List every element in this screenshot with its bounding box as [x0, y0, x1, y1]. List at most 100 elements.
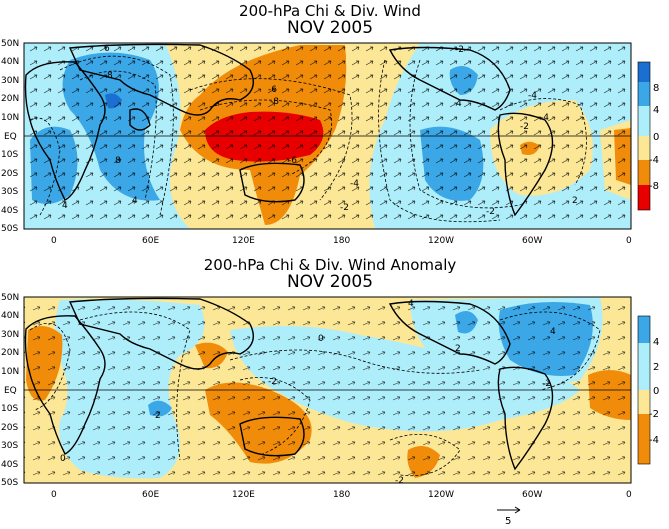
panel1-x-tick: 120E	[232, 236, 255, 246]
panel1-x-tick: 60E	[142, 236, 159, 246]
panel1-contours	[29, 55, 587, 223]
panel2-x-tick: 120E	[232, 490, 255, 500]
panel1-title-line2: NOV 2005	[287, 18, 373, 38]
panel1-cb-label: 4	[653, 105, 659, 116]
panel1-x-tick: 0	[51, 236, 57, 246]
panel1-contour-label: -2	[340, 203, 349, 213]
panel2-y-tick: 30N	[1, 330, 19, 340]
panel2-coastlines	[24, 297, 554, 471]
panel1-contour-label: 8	[107, 71, 113, 81]
panel2-y-tick: 50S	[1, 478, 18, 488]
panel2-y-tick: 40S	[1, 460, 18, 470]
panel1-y-tick: 20N	[1, 94, 19, 104]
panel1-contour-labels: -6 -8 -6 -4 -2 -2 -4 -2 -4 -2 4 4 4 8 8 …	[62, 44, 578, 217]
panel1-contour-label: -4	[540, 113, 549, 123]
panel2-y-axis: 50N 40N 30N 20N 10N EQ 10S 20S 30S 40S 5…	[1, 293, 19, 488]
panel2-contour-label: 4	[550, 327, 556, 337]
panel1-cb-label: 8	[653, 83, 659, 94]
panel1-x-axis: 0 60E 120E 180 120W 60W 0	[51, 236, 632, 246]
panel1-contour-label: -4	[350, 179, 359, 189]
panel1-contour-label: 4	[132, 196, 138, 206]
panel1-cb-label: -4	[649, 155, 659, 166]
panel1-contour-label: 4	[62, 201, 68, 211]
panel2-cb-label: -4	[649, 435, 659, 446]
panel2-cb-label: 0	[653, 386, 659, 397]
panel2-contour-label: -2	[395, 476, 404, 486]
panel2-cb-swatch	[638, 414, 650, 464]
panel1-y-tick: 10N	[1, 113, 19, 123]
panel2-cb-swatch	[638, 390, 650, 414]
panel1-title-line1: 200-hPa Chi & Div. Wind	[239, 2, 421, 20]
panel2-x-tick: 180	[333, 490, 350, 500]
panel2-y-tick: EQ	[4, 386, 17, 396]
panel2-x-tick: 0	[626, 490, 632, 500]
panel2-y-tick: 50N	[1, 293, 19, 303]
panel1-cb-label: -8	[649, 181, 659, 192]
panel1-contour-label: -2	[520, 122, 529, 132]
panel1-contour-label: 4	[456, 99, 462, 109]
panel1-contour-label: 2	[572, 196, 578, 206]
panel1-cb-label: 0	[653, 132, 659, 143]
vector-scale-label: 5	[505, 516, 511, 527]
panel2-contour-labels: -2 0 2 2 4 4 0 -2 -2	[60, 299, 556, 486]
panel2-x-tick: 60E	[142, 490, 159, 500]
panel2-y-tick: 20S	[1, 423, 18, 433]
panel2-map	[24, 297, 631, 483]
panel2-x-axis: 0 60E 120E 180 120W 60W 0	[51, 490, 632, 500]
panel2-contour-label: 0	[318, 334, 324, 344]
panel1-x-tick: 180	[333, 236, 350, 246]
panel1-y-tick: EQ	[4, 132, 17, 142]
vector-scale: 5	[497, 506, 521, 527]
panel2-contours	[29, 311, 601, 477]
panel1-cb-swatch	[638, 160, 650, 185]
panel2-x-tick: 120W	[428, 490, 454, 500]
panel1-contour-label: 8	[115, 156, 121, 166]
panel2-contour-label: 0	[60, 454, 66, 464]
panel1-y-tick: 10S	[1, 150, 18, 160]
panel2-colorbar: 4 2 0 -2 -4	[637, 315, 659, 465]
panel1-contour-label: -6	[268, 85, 277, 95]
panel2-title-line2: NOV 2005	[287, 272, 373, 292]
panel1-x-tick: 60W	[522, 236, 542, 246]
panel2-y-tick: 30S	[1, 441, 18, 451]
panel2-x-tick: 0	[51, 490, 57, 500]
panel1-cb-swatch	[638, 62, 650, 82]
panel2-cb-swatch	[638, 343, 650, 390]
panel2-y-tick: 10S	[1, 404, 18, 414]
panel2-y-tick: 10N	[1, 367, 19, 377]
panel1-colorbar: 8 4 0 -4 -8	[637, 61, 659, 211]
panel2-cb-label: 4	[653, 337, 659, 348]
panel2-y-tick: 40N	[1, 311, 19, 321]
panel2-contour-label: 2	[155, 411, 161, 421]
panel1-contour-label: -6	[288, 156, 297, 166]
panel2-contour-label: -2	[542, 379, 551, 389]
panel1-cb-swatch	[638, 82, 650, 106]
panel1-y-tick: 30N	[1, 76, 19, 86]
panel1-y-tick: 20S	[1, 169, 18, 179]
panel1-x-tick: 120W	[428, 236, 454, 246]
panel2-contour-label: -2	[268, 377, 277, 387]
panel1-y-tick: 50N	[1, 39, 19, 49]
panel1-cb-swatch	[638, 185, 650, 210]
panel1-contour-label: -2	[486, 207, 495, 217]
panel1-contour-label: -8	[270, 97, 279, 107]
panel-total: 200-hPa Chi & Div. Wind NOV 2005	[1, 2, 659, 246]
panel2-contour-label: 4	[408, 299, 414, 309]
panel2-title-line1: 200-hPa Chi & Div. Wind Anomaly	[204, 256, 457, 274]
panel2-contour-label: 2	[455, 344, 461, 354]
panel1-y-tick: 30S	[1, 187, 18, 197]
panel1-x-tick: 0	[626, 236, 632, 246]
panel2-cb-label: -2	[649, 409, 659, 420]
panel2-cb-swatch	[638, 316, 650, 343]
panel1-cb-swatch	[638, 106, 650, 136]
panel2-x-tick: 60W	[522, 490, 542, 500]
panel1-contour-label: 6	[104, 44, 110, 54]
panel1-contour-label: -4	[528, 91, 537, 101]
panel1-y-tick: 50S	[1, 224, 18, 234]
panel1-contour-label: -2	[455, 45, 464, 55]
panel-anomaly: 200-hPa Chi & Div. Wind Anomaly NOV 2005	[1, 256, 659, 527]
panel2-y-tick: 20N	[1, 348, 19, 358]
panel1-cb-swatch	[638, 136, 650, 160]
panel1-coastlines	[24, 43, 554, 217]
